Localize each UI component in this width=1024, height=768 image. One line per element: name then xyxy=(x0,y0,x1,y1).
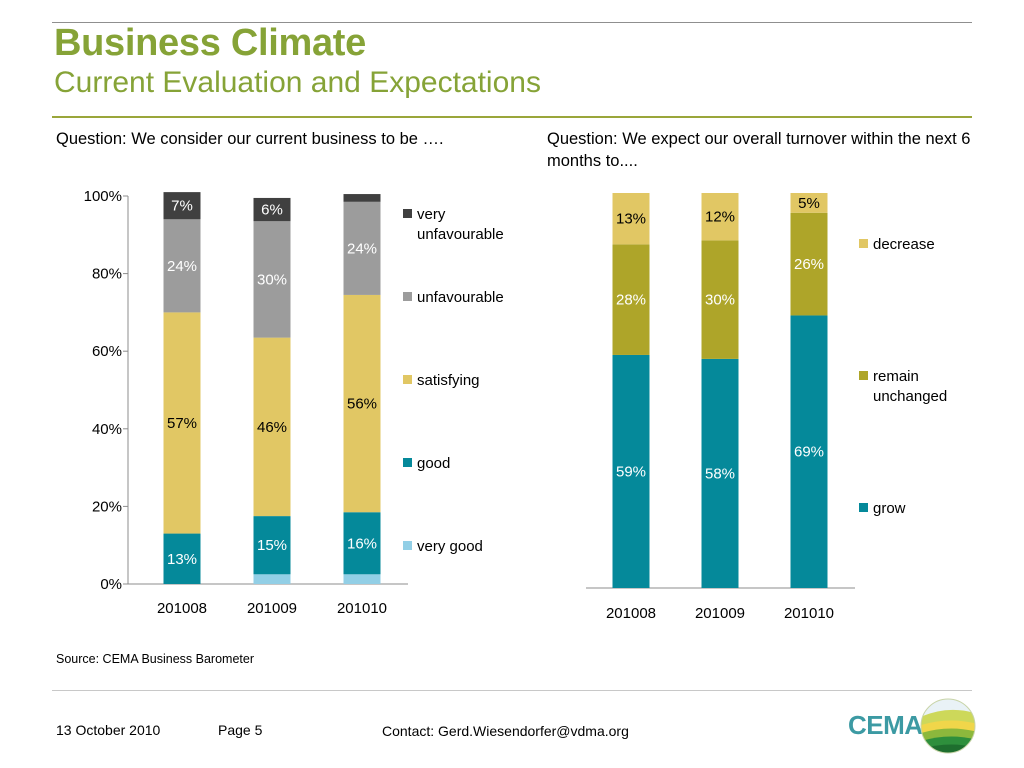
x-tick-label-201008: 201008 xyxy=(157,600,207,617)
legend-swatch-good xyxy=(403,458,412,467)
bar-very-unfavourable-201008 xyxy=(163,192,201,220)
legend-label-unfavourable: unfavourable xyxy=(417,289,504,306)
data-label-grow-201008: 59% xyxy=(616,463,646,480)
x-tick-label-201009: 201009 xyxy=(695,605,745,622)
data-label-remain-unchanged-201010: 26% xyxy=(794,256,824,273)
data-label-good-201008: 13% xyxy=(167,551,197,568)
data-label-grow-201009: 58% xyxy=(705,465,735,482)
title-divider xyxy=(52,116,972,118)
bar-unfavourable-201009 xyxy=(253,221,291,338)
y-tick-label: 20% xyxy=(92,498,122,515)
bar-good-201008 xyxy=(163,533,201,584)
chart-current-business: 0% 20% 40% 60% 80% 100% 13% 57% 24% 7% 201008 15% 46… xyxy=(84,188,504,617)
bar-unfavourable-201008 xyxy=(163,219,201,313)
footer-contact: Contact: Gerd.Wiesendorfer@vdma.org xyxy=(382,723,629,739)
cema-logo-text: CEMA xyxy=(848,710,923,740)
cema-landscape-logo-icon xyxy=(920,698,976,754)
legend-label-remain-unchanged-line2: unchanged xyxy=(873,388,947,405)
legend-label-remain-unchanged-line1: remain xyxy=(873,368,919,385)
data-label-remain-unchanged-201008: 28% xyxy=(616,292,646,309)
data-label-unfavourable-201010: 24% xyxy=(347,240,377,257)
bar-grow-201010 xyxy=(790,315,828,588)
data-label-unfavourable-201009: 30% xyxy=(257,271,287,288)
bar-satisfying-201010 xyxy=(343,294,381,513)
data-label-decrease-201009: 12% xyxy=(705,209,735,226)
bar-very-unfavourable-201010 xyxy=(343,194,381,202)
bar-very-good-201010 xyxy=(343,574,381,584)
legend-swatch-very-unfavourable xyxy=(403,209,412,218)
bar-grow-201009 xyxy=(701,358,739,588)
bar-unfavourable-201010 xyxy=(343,201,381,295)
footer-divider xyxy=(52,690,972,691)
bar-good-201009 xyxy=(253,516,291,575)
legend-label-very-good: very good xyxy=(417,538,483,555)
bar-grow-201008 xyxy=(612,354,650,588)
x-tick-label-201010: 201010 xyxy=(784,605,834,622)
data-label-satisfying-201009: 46% xyxy=(257,419,287,436)
data-label-good-201010: 16% xyxy=(347,535,377,552)
chart-right-question: Question: We expect our overall turnover… xyxy=(547,130,971,170)
y-tick-label: 40% xyxy=(92,421,122,438)
y-tick-label: 80% xyxy=(92,266,122,283)
top-divider xyxy=(52,22,972,23)
legend-label-very-unfavourable-line1: very xyxy=(417,206,446,223)
legend-swatch-remain-unchanged xyxy=(859,371,868,380)
data-label-very-unfavourable-201009: 6% xyxy=(261,202,283,219)
legend-label-good: good xyxy=(417,455,450,472)
footer-page-number: Page 5 xyxy=(218,722,263,738)
data-label-satisfying-201010: 56% xyxy=(347,396,377,413)
legend-swatch-very-good xyxy=(403,541,412,550)
legend-label-very-unfavourable-line2: unfavourable xyxy=(417,226,504,243)
legend-swatch-grow xyxy=(859,503,868,512)
y-tick-label: 0% xyxy=(100,576,122,593)
y-tick-label: 60% xyxy=(92,343,122,360)
footer-date: 13 October 2010 xyxy=(56,722,161,738)
x-tick-label-201008: 201008 xyxy=(606,605,656,622)
chart-turnover-expectation: 59% 28% 13% 201008 58% 30% 12% 201009 69% 26% 5% 20… xyxy=(586,193,947,622)
bar-decrease-201008 xyxy=(612,193,650,245)
x-tick-label-201009: 201009 xyxy=(247,600,297,617)
data-label-decrease-201010: 5% xyxy=(798,195,820,212)
legend-label-decrease: decrease xyxy=(873,236,935,253)
bar-remain-unchanged-201008 xyxy=(612,244,650,355)
bar-good-201010 xyxy=(343,512,381,575)
chart-left-question: Question: We consider our current busine… xyxy=(56,130,444,148)
legend-swatch-unfavourable xyxy=(403,292,412,301)
legend-swatch-decrease xyxy=(859,239,868,248)
bar-very-unfavourable-201009 xyxy=(253,197,291,222)
bar-satisfying-201008 xyxy=(163,312,201,534)
data-label-decrease-201008: 13% xyxy=(616,211,646,228)
bar-very-good-201009 xyxy=(253,574,291,584)
data-label-satisfying-201008: 57% xyxy=(167,415,197,432)
page-subtitle: Current Evaluation and Expectations xyxy=(54,66,541,99)
bar-decrease-201010 xyxy=(790,193,828,213)
legend-swatch-satisfying xyxy=(403,375,412,384)
data-label-remain-unchanged-201009: 30% xyxy=(705,292,735,309)
source-note: Source: CEMA Business Barometer xyxy=(56,652,254,666)
legend-label-grow: grow xyxy=(873,500,906,517)
bar-remain-unchanged-201009 xyxy=(701,240,739,359)
bar-satisfying-201009 xyxy=(253,337,291,517)
legend-label-satisfying: satisfying xyxy=(417,372,480,389)
data-label-unfavourable-201008: 24% xyxy=(167,258,197,275)
bar-remain-unchanged-201010 xyxy=(790,212,828,316)
page-title: Business Climate xyxy=(54,22,366,64)
bar-decrease-201009 xyxy=(701,193,739,241)
data-label-very-unfavourable-201008: 7% xyxy=(171,198,193,215)
x-tick-label-201010: 201010 xyxy=(337,600,387,617)
y-tick-label: 100% xyxy=(84,188,122,205)
data-label-good-201009: 15% xyxy=(257,537,287,554)
charts-canvas: 0% 20% 40% 60% 80% 100% 13% 57% 24% 7% 201008 15% 46… xyxy=(84,188,948,622)
data-label-grow-201010: 69% xyxy=(794,444,824,461)
